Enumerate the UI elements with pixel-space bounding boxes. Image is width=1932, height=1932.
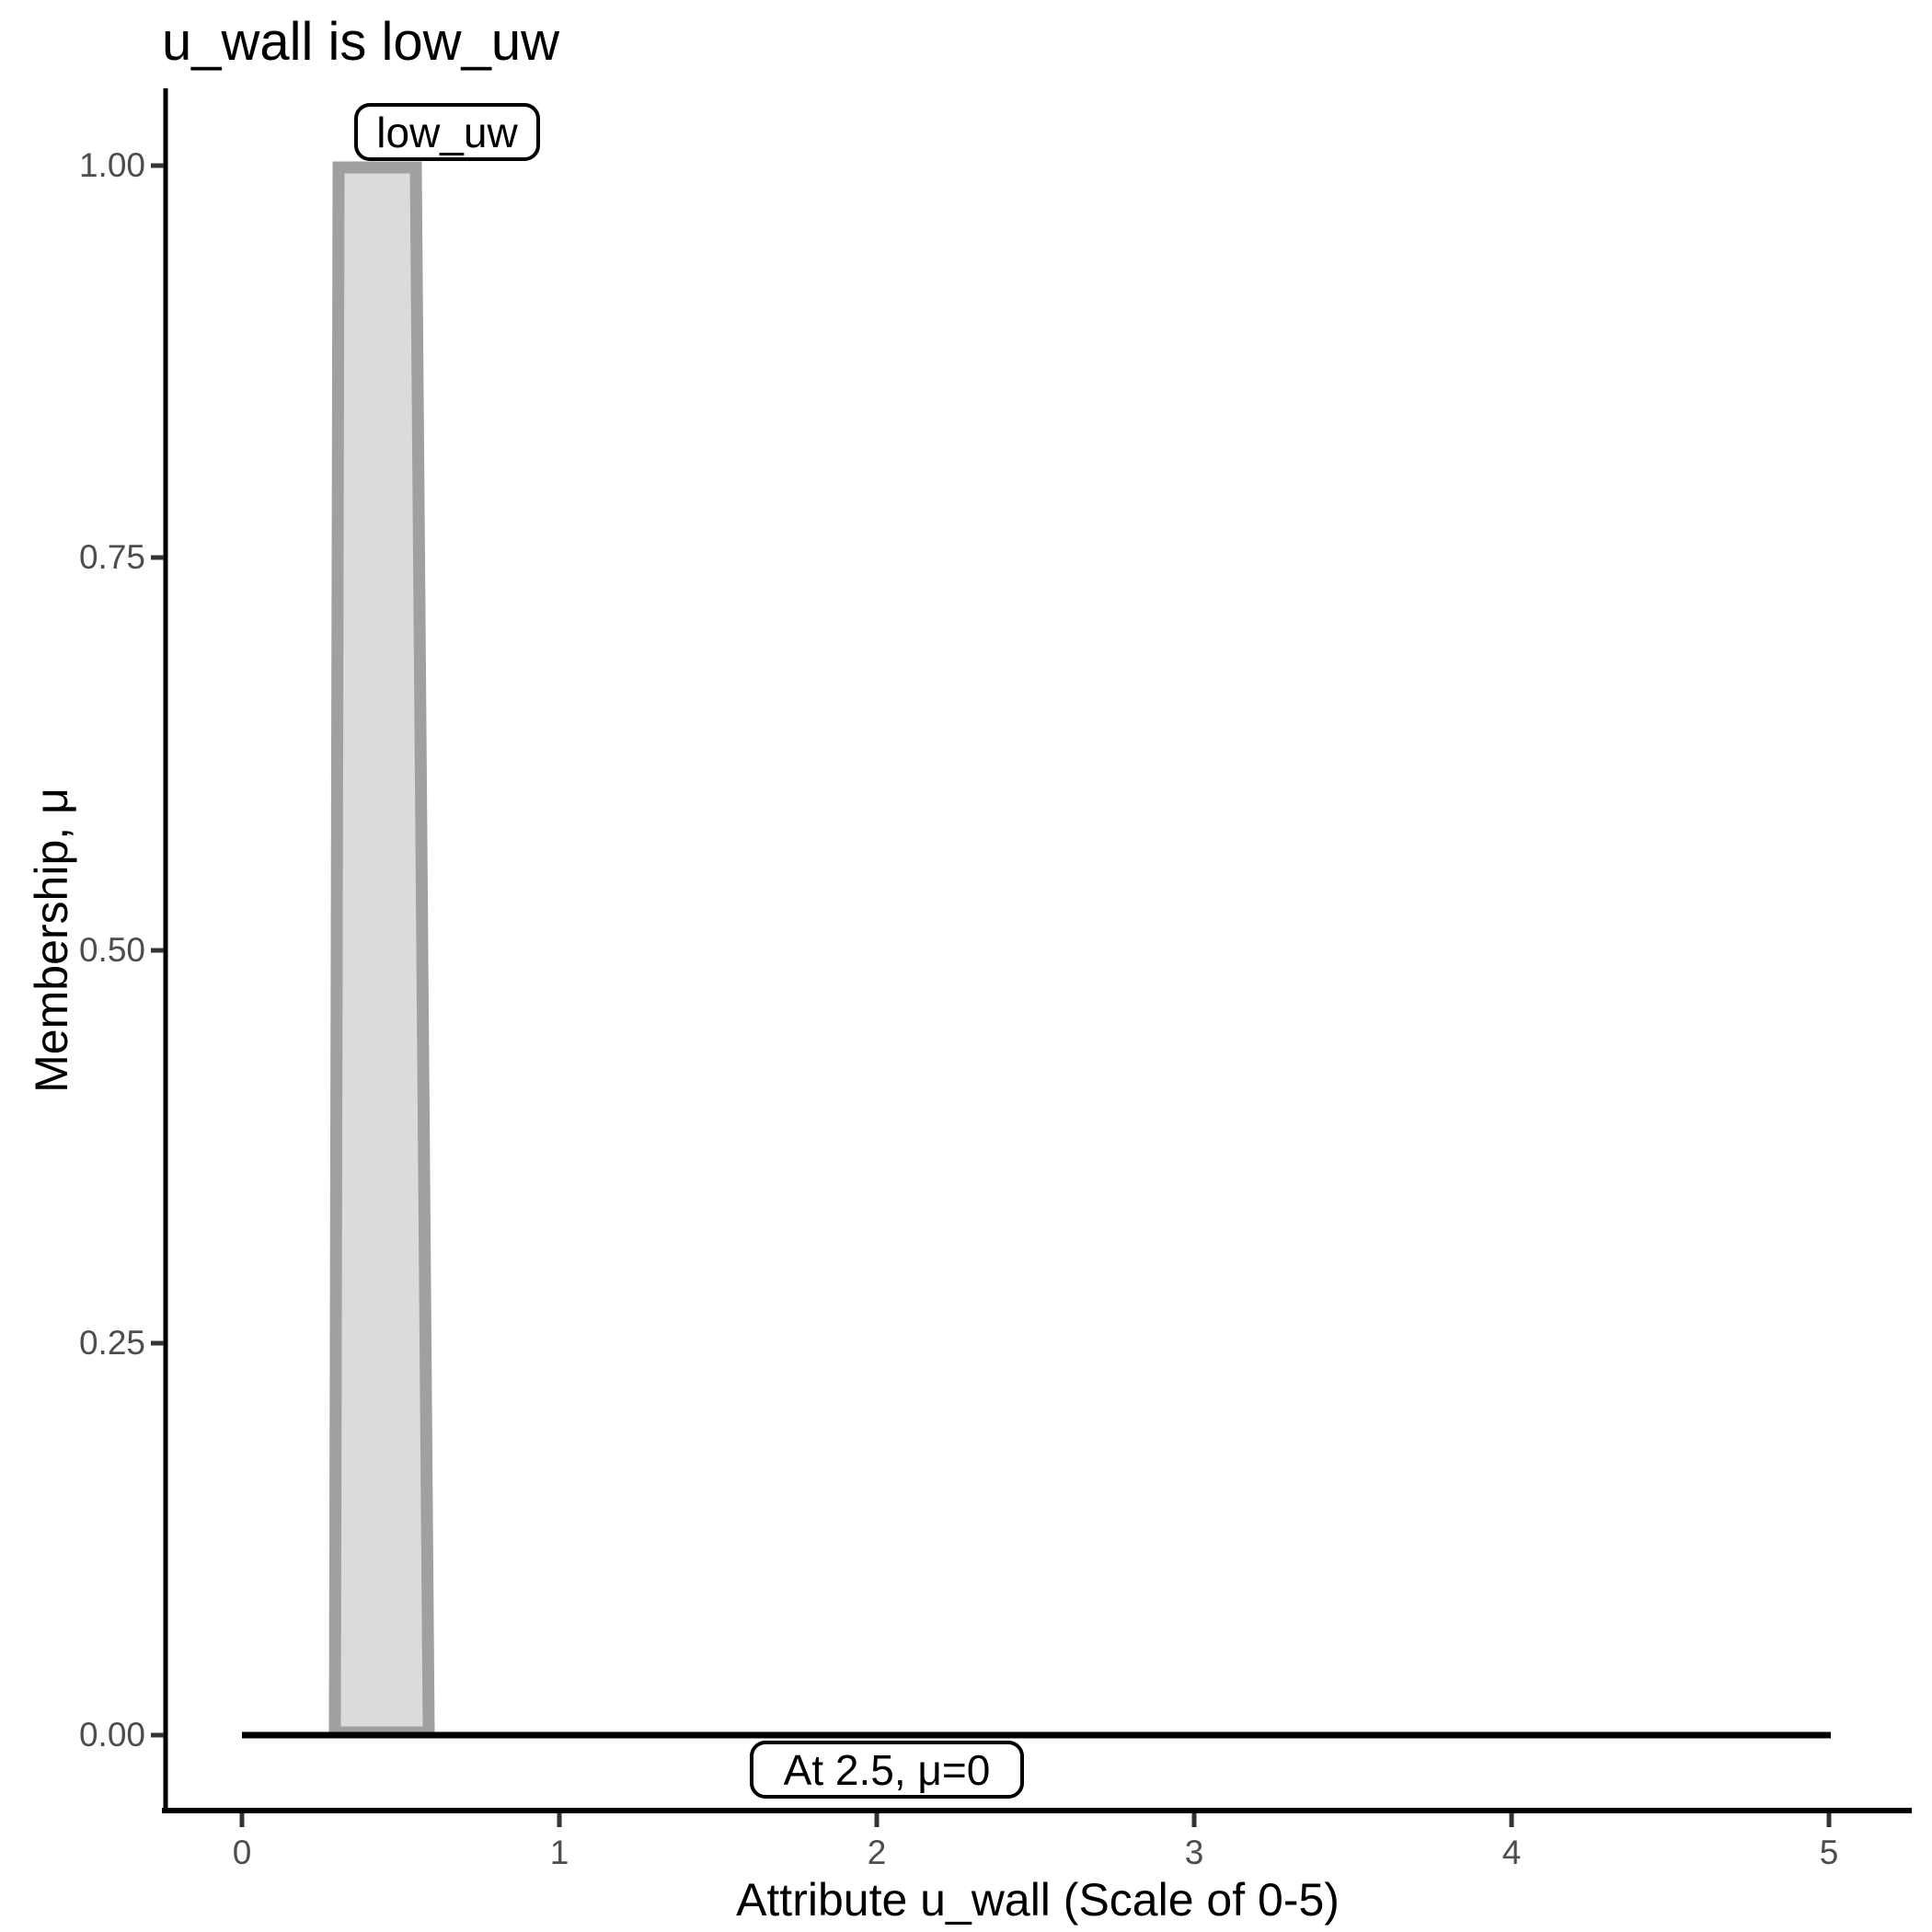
mf-name-annotation-text: low_uw xyxy=(376,108,518,156)
membership-function-polygon xyxy=(328,161,435,1739)
y-tick-label: 0.75 xyxy=(78,538,145,576)
x-tick-label: 5 xyxy=(1819,1834,1839,1871)
y-axis-title: Membership, μ xyxy=(26,788,77,1093)
y-tick-label: 0.25 xyxy=(78,1324,145,1362)
chart-title: u_wall is low_uw xyxy=(162,12,559,72)
y-tick-label: 1.00 xyxy=(78,146,145,184)
mf-name-annotation: low_uw xyxy=(354,103,540,161)
x-tick-label: 4 xyxy=(1501,1834,1522,1871)
membership-value-annotation-text: At 2.5, μ=0 xyxy=(783,1745,991,1794)
x-tick-label: 2 xyxy=(867,1834,887,1871)
x-tick-label: 1 xyxy=(549,1834,569,1871)
x-tick-label: 3 xyxy=(1184,1834,1204,1871)
y-tick-label: 0.50 xyxy=(78,931,145,969)
membership-value-annotation: At 2.5, μ=0 xyxy=(750,1741,1024,1799)
y-tick-label: 0.00 xyxy=(78,1716,145,1754)
x-tick-label: 0 xyxy=(232,1834,252,1871)
x-axis-title: Attribute u_wall (Scale of 0-5) xyxy=(736,1874,1340,1926)
